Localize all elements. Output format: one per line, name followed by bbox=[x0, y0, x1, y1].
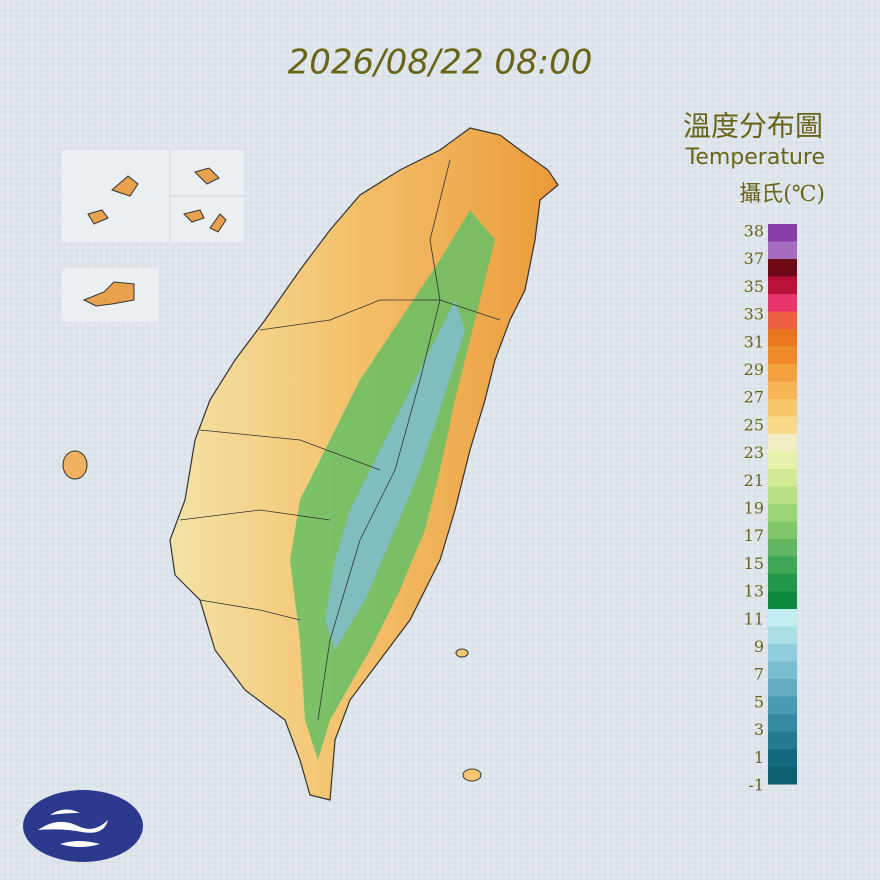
legend-swatch bbox=[768, 259, 797, 277]
legend-swatch bbox=[768, 416, 797, 435]
logo bbox=[23, 790, 143, 862]
legend-swatch bbox=[768, 364, 797, 382]
legend-swatch bbox=[768, 241, 797, 260]
legend-subtitle: Temperature bbox=[685, 145, 825, 170]
legend-swatch bbox=[768, 486, 797, 505]
island bbox=[455, 648, 469, 658]
legend-swatch bbox=[768, 749, 797, 767]
county-border bbox=[179, 509, 331, 521]
county-border bbox=[199, 429, 381, 471]
logo-ellipse bbox=[23, 790, 143, 862]
inset-islands bbox=[62, 150, 244, 322]
legend-swatch bbox=[768, 521, 797, 540]
legend-swatch bbox=[768, 574, 797, 592]
legend-tick-label: 37 bbox=[744, 249, 764, 268]
legend-tick-label: 27 bbox=[744, 388, 764, 407]
legend-swatch bbox=[768, 399, 797, 417]
legend-swatch bbox=[768, 451, 797, 470]
timestamp: 2026/08/22 08:00 bbox=[288, 43, 593, 83]
legend-swatch bbox=[768, 276, 797, 295]
county-border bbox=[199, 599, 301, 621]
legend-swatch bbox=[768, 609, 797, 627]
logo-swirl bbox=[38, 809, 108, 847]
legend-tick-label: 13 bbox=[744, 582, 764, 601]
legend-swatch bbox=[768, 591, 797, 610]
island bbox=[183, 167, 227, 233]
legend-tick-label: 17 bbox=[744, 526, 764, 545]
peaks bbox=[325, 300, 465, 650]
legend-tick-label: 7 bbox=[754, 665, 764, 684]
legend-swatch bbox=[768, 504, 797, 522]
legend-tick-label: 25 bbox=[744, 415, 764, 434]
legend-tick-label: 21 bbox=[744, 471, 764, 490]
legend-title: 溫度分布圖 bbox=[683, 110, 823, 143]
county-border bbox=[259, 299, 501, 331]
legend-swatch bbox=[768, 224, 797, 242]
legend-swatch bbox=[768, 434, 797, 452]
legend-tick-label: 9 bbox=[754, 637, 764, 656]
legend-tick-label: 23 bbox=[744, 443, 764, 462]
legend-tick-label: 19 bbox=[744, 499, 764, 518]
legend-swatch bbox=[768, 644, 797, 662]
legend-unit: 攝氏(℃) bbox=[739, 182, 825, 207]
legend-tick-label: 1 bbox=[754, 748, 764, 767]
legend-swatch bbox=[768, 311, 797, 330]
legend-swatch bbox=[768, 679, 797, 697]
legend-tick-label: -1 bbox=[748, 776, 764, 795]
legend-swatch bbox=[768, 381, 797, 400]
legend-swatch bbox=[768, 556, 797, 575]
legend-tick-label: 5 bbox=[754, 692, 764, 711]
legend-tick-label: 33 bbox=[744, 305, 764, 324]
legend-swatch bbox=[768, 766, 797, 785]
legend-swatch bbox=[768, 539, 797, 557]
county-border bbox=[317, 159, 451, 721]
legend-swatch bbox=[768, 626, 797, 645]
island bbox=[82, 281, 135, 307]
legend-swatch bbox=[768, 469, 797, 487]
legend-tick-label: 29 bbox=[744, 360, 764, 379]
legend-swatch bbox=[768, 294, 797, 312]
taiwan bbox=[62, 127, 559, 801]
legend-swatch bbox=[768, 731, 797, 750]
legend-tick-label: 38 bbox=[744, 222, 764, 241]
legend-tick-label: 11 bbox=[744, 609, 764, 628]
island bbox=[462, 768, 482, 782]
island bbox=[87, 175, 139, 225]
legend-swatch bbox=[768, 329, 797, 347]
legend-swatch bbox=[768, 696, 797, 715]
legend-tick-label: 31 bbox=[744, 332, 764, 351]
legend-swatch bbox=[768, 661, 797, 680]
island bbox=[62, 450, 88, 480]
legend-tick-label: 3 bbox=[754, 720, 764, 739]
legend-swatch bbox=[768, 714, 797, 732]
legend-tick-label: 35 bbox=[744, 277, 764, 296]
legend-tick-label: 15 bbox=[744, 554, 764, 573]
legend-swatch bbox=[768, 346, 797, 365]
